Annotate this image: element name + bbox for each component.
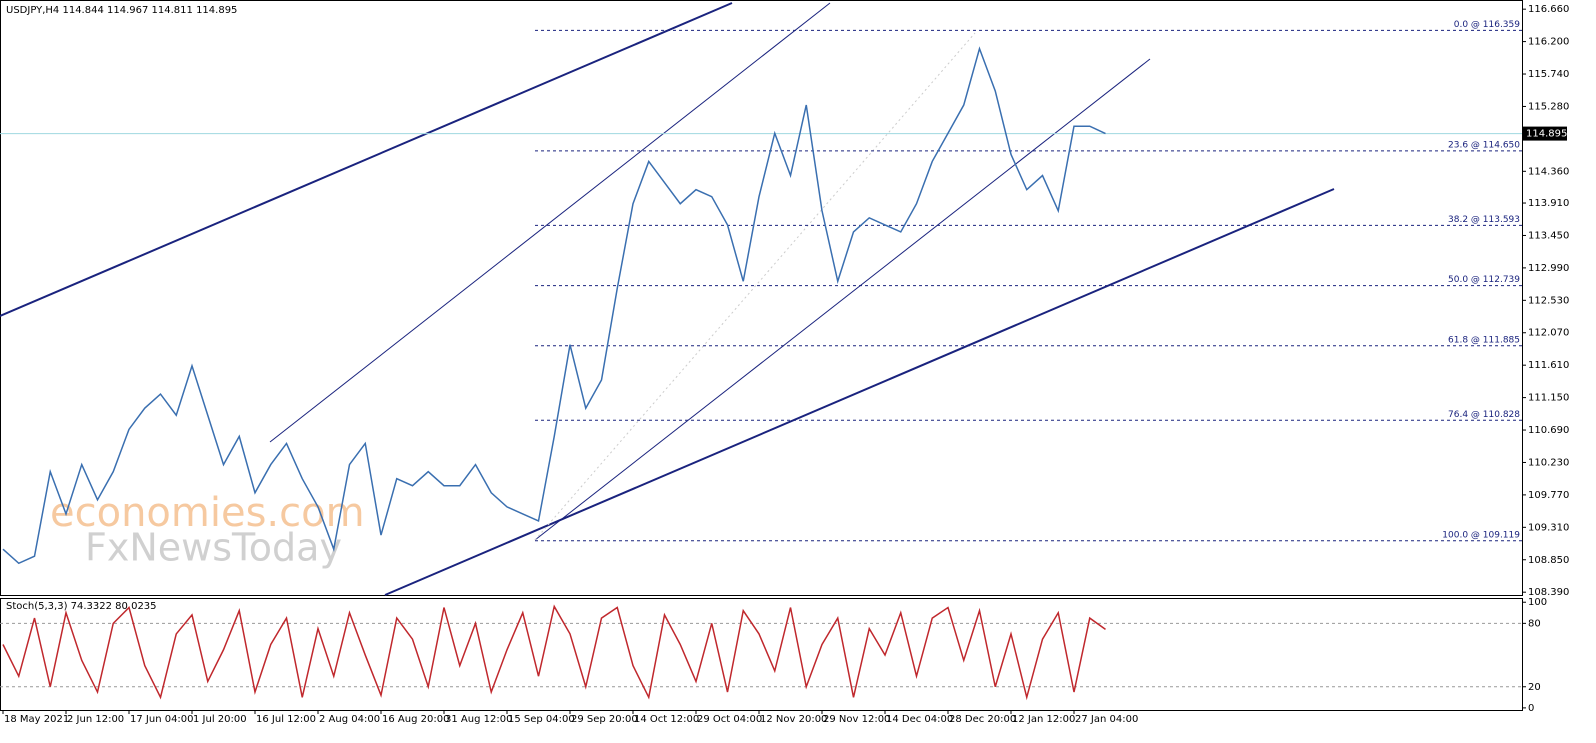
x-tick-label: 31 Aug 12:00 [445, 714, 512, 725]
stoch-pane [0, 598, 1523, 711]
y-tick-label: 108.390 [1528, 587, 1569, 598]
price-badge [1523, 126, 1567, 141]
price-badge-label: 114.895 [1526, 129, 1567, 140]
trend-line [384, 188, 1335, 596]
x-tick-label: 12 Nov 20:00 [760, 714, 827, 725]
x-tick-label: 2 Jun 12:00 [67, 714, 124, 725]
y-tick-label: 112.530 [1528, 295, 1569, 306]
x-tick-label: 14 Dec 04:00 [886, 714, 953, 725]
y-tick-label: 116.200 [1528, 37, 1569, 48]
fib-label: 0.0 @ 116.359 [1454, 20, 1521, 30]
y-tick-label: 112.990 [1528, 263, 1569, 274]
y-tick-label: 80 [1528, 618, 1541, 629]
x-tick-label: 17 Jun 04:00 [130, 714, 194, 725]
x-tick-label: 29 Oct 04:00 [697, 714, 762, 725]
y-tick-label: 115.740 [1528, 69, 1569, 80]
channel-line [534, 58, 1151, 541]
x-tick-label: 27 Jan 04:00 [1075, 714, 1138, 725]
y-tick-label: 20 [1528, 682, 1541, 693]
x-tick-label: 29 Sep 20:00 [571, 714, 638, 725]
fib-label: 76.4 @ 110.828 [1448, 410, 1520, 420]
y-tick-label: 116.660 [1528, 4, 1569, 15]
y-tick-label: 110.230 [1528, 457, 1569, 468]
chart-title: USDJPY,H4 114.844 114.967 114.811 114.89… [6, 5, 237, 16]
trend-line [0, 2, 733, 317]
y-tick-label: 110.690 [1528, 425, 1569, 436]
y-tick-label: 111.150 [1528, 393, 1569, 404]
stoch-title: Stoch(5,3,3) 74.3322 80.0235 [6, 601, 157, 612]
series-line [2, 46, 1106, 565]
x-tick-label: 28 Dec 20:00 [949, 714, 1016, 725]
x-tick-label: 14 Oct 12:00 [634, 714, 699, 725]
x-tick-label: 29 Nov 12:00 [823, 714, 890, 725]
x-tick-label: 12 Jan 12:00 [1012, 714, 1075, 725]
channel-line [269, 2, 831, 443]
price-pane [0, 0, 1523, 596]
y-tick-label: 113.910 [1528, 198, 1569, 209]
y-tick-label: 112.070 [1528, 328, 1569, 339]
fib-label: 100.0 @ 109.119 [1442, 530, 1520, 540]
x-tick-label: 18 May 2021 [4, 714, 69, 725]
y-tick-label: 0 [1528, 703, 1534, 714]
x-tick-label: 2 Aug 04:00 [319, 714, 380, 725]
y-tick-label: 113.450 [1528, 230, 1569, 241]
y-tick-label: 115.280 [1528, 101, 1569, 112]
y-tick-label: 109.770 [1528, 490, 1569, 501]
fib-label: 38.2 @ 113.593 [1448, 215, 1520, 225]
series-line [2, 604, 1106, 701]
x-tick-label: 16 Jul 12:00 [256, 714, 316, 725]
x-tick-label: 1 Jul 20:00 [193, 714, 247, 725]
x-tick-label: 16 Aug 20:00 [382, 714, 449, 725]
y-tick-label: 114.360 [1528, 166, 1569, 177]
fib-label: 23.6 @ 114.650 [1448, 140, 1520, 150]
y-tick-label: 109.310 [1528, 522, 1569, 533]
y-tick-label: 100 [1528, 597, 1547, 608]
watermark: FxNewsToday [85, 526, 342, 570]
fib-label: 50.0 @ 112.739 [1448, 275, 1520, 285]
x-tick-label: 15 Sep 04:00 [508, 714, 575, 725]
y-tick-label: 108.850 [1528, 555, 1569, 566]
y-tick-label: 111.610 [1528, 360, 1569, 371]
fib-base [534, 32, 976, 541]
fib-label: 61.8 @ 111.885 [1448, 335, 1520, 345]
